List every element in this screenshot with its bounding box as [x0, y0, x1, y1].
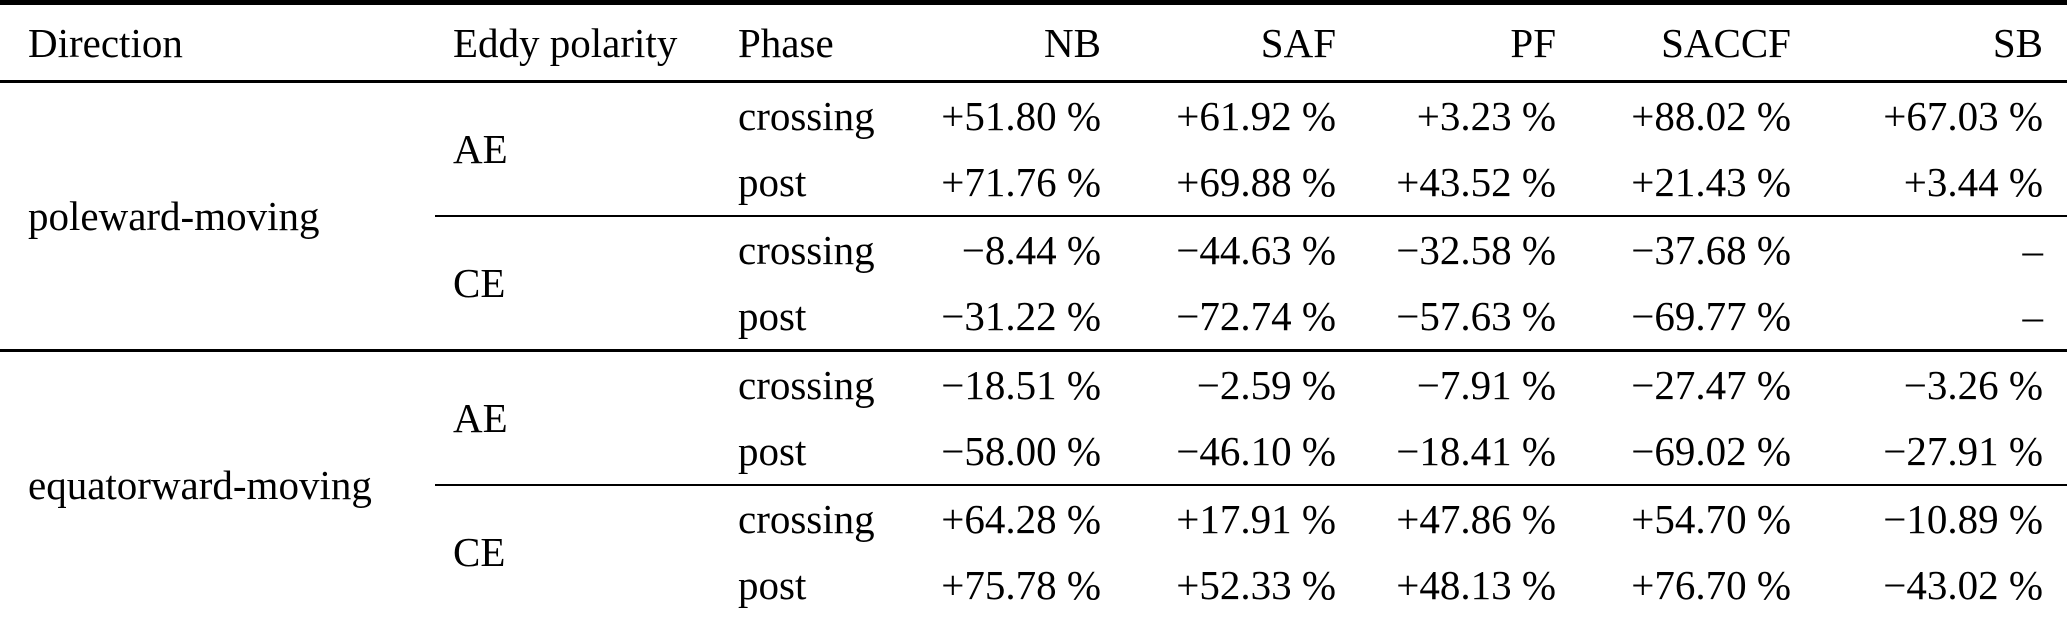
- value-cell-saf: −2.59 %: [1125, 349, 1360, 418]
- value-cell-saf: +52.33 %: [1176, 562, 1336, 608]
- table-row: post +71.76 % +69.88 % +43.52 % +21.43 %…: [0, 149, 2067, 216]
- value-cell-saf: −46.10 %: [1176, 428, 1336, 474]
- value-cell-saccf: +88.02 %: [1631, 93, 1791, 139]
- value-cell-saccf: −27.47 %: [1580, 349, 1815, 418]
- polarity-cell-ce: CE: [435, 484, 730, 617]
- value-cell-nb: +64.28 %: [890, 484, 1125, 552]
- col-header-eddy-polarity: Eddy polarity: [435, 2, 730, 83]
- value-cell-pf: +48.13 %: [1396, 562, 1556, 608]
- value-cell-saccf: +76.70 %: [1631, 562, 1791, 608]
- value-cell-nb: −58.00 %: [941, 428, 1101, 474]
- value-cell-sb: −27.91 %: [1883, 428, 2043, 474]
- table-row: post +75.78 % +52.33 % +48.13 % +76.70 %…: [0, 552, 2067, 617]
- polarity-cell-ae: AE: [435, 349, 730, 485]
- value-cell-sb: −43.02 %: [1883, 562, 2043, 608]
- direction-cell-poleward: poleward-moving: [28, 193, 320, 239]
- col-header-direction: Direction: [0, 2, 435, 83]
- table-row: post −31.22 % −72.74 % −57.63 % −69.77 %…: [0, 283, 2067, 351]
- phase-cell: post: [738, 159, 807, 205]
- direction-cell-equatorward: equatorward-moving: [0, 349, 435, 617]
- value-cell-saccf: −69.77 %: [1631, 293, 1791, 339]
- phase-cell: crossing: [730, 215, 890, 283]
- value-cell-sb: −10.89 %: [1815, 484, 2067, 552]
- value-cell-saf: −44.63 %: [1125, 215, 1360, 283]
- value-cell-sb: −3.26 %: [1815, 349, 2067, 418]
- value-cell-sb: –: [1815, 215, 2067, 283]
- value-cell-sb: +67.03 %: [1883, 93, 2043, 139]
- value-cell-sb: +3.44 %: [1903, 159, 2043, 205]
- table-row: poleward-moving AE crossing +51.80 % +61…: [0, 82, 2067, 239]
- polarity-cell-ce: CE: [435, 215, 730, 351]
- phase-cell: crossing: [730, 484, 890, 552]
- value-cell-nb: −18.51 %: [890, 349, 1125, 418]
- table-row: CE crossing −8.44 % −44.63 % −32.58 % −3…: [0, 215, 2067, 351]
- value-cell-pf: −57.63 %: [1396, 293, 1556, 339]
- value-cell-pf: +47.86 %: [1360, 484, 1580, 552]
- value-cell-pf: +3.23 %: [1416, 93, 1556, 139]
- value-cell-saccf: −69.02 %: [1631, 428, 1791, 474]
- value-cell-pf: −18.41 %: [1396, 428, 1556, 474]
- value-cell-saccf: +21.43 %: [1631, 159, 1791, 205]
- col-header-saf: SAF: [1125, 2, 1360, 83]
- phase-cell: crossing: [738, 93, 875, 139]
- polarity-cell-ae: AE: [453, 126, 508, 172]
- header-row: Direction Eddy polarity Phase NB SAF PF …: [0, 2, 2067, 83]
- table-row: CE crossing +64.28 % +17.91 % +47.86 % +…: [0, 484, 2067, 617]
- value-cell-saf: +61.92 %: [1176, 93, 1336, 139]
- value-cell-sb: –: [2022, 293, 2044, 339]
- col-header-sb: SB: [1815, 2, 2067, 83]
- value-cell-pf: −7.91 %: [1360, 349, 1580, 418]
- value-cell-saf: +69.88 %: [1176, 159, 1336, 205]
- value-cell-nb: +51.80 %: [941, 93, 1101, 139]
- phase-cell: post: [738, 293, 807, 339]
- phase-cell: post: [738, 428, 807, 474]
- col-header-nb: NB: [890, 2, 1125, 83]
- phase-cell: post: [738, 562, 807, 608]
- value-cell-pf: +43.52 %: [1396, 159, 1556, 205]
- value-cell-pf: −32.58 %: [1360, 215, 1580, 283]
- phase-cell: crossing: [730, 349, 890, 418]
- table-row: post −58.00 % −46.10 % −18.41 % −69.02 %…: [0, 418, 2067, 485]
- col-header-pf: PF: [1360, 2, 1580, 83]
- col-header-saccf: SACCF: [1580, 2, 1815, 83]
- value-cell-saf: +17.91 %: [1125, 484, 1360, 552]
- value-cell-saccf: +54.70 %: [1580, 484, 1815, 552]
- value-cell-saccf: −37.68 %: [1580, 215, 1815, 283]
- value-cell-nb: +71.76 %: [941, 159, 1101, 205]
- value-cell-nb: +75.78 %: [941, 562, 1101, 608]
- table-row: equatorward-moving AE crossing −18.51 % …: [0, 349, 2067, 617]
- value-cell-nb: −31.22 %: [941, 293, 1101, 339]
- value-cell-nb: −8.44 %: [890, 215, 1125, 283]
- col-header-phase: Phase: [730, 2, 890, 83]
- value-cell-saf: −72.74 %: [1176, 293, 1336, 339]
